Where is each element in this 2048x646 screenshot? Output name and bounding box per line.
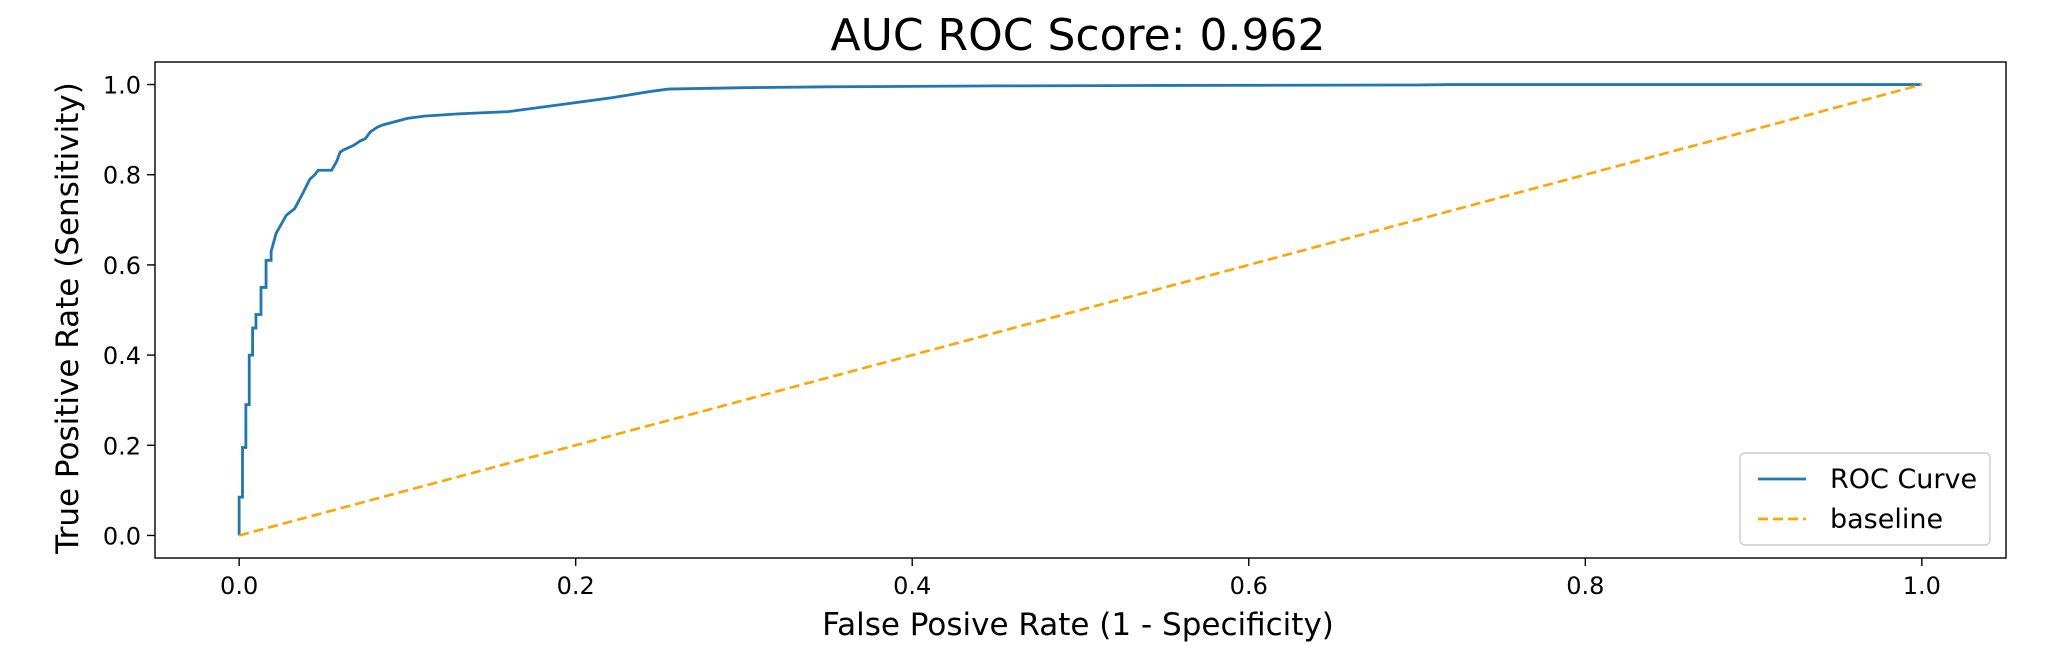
y-tick-label: 0.4 [103, 342, 141, 370]
legend-label: ROC Curve [1830, 464, 1977, 495]
y-tick-label: 0.6 [103, 252, 141, 280]
x-tick-label: 0.6 [1230, 572, 1268, 600]
x-axis-label: False Posive Rate (1 - Specificity) [822, 607, 1334, 643]
y-tick-label: 0.2 [103, 432, 141, 460]
x-tick-label: 0.0 [220, 572, 258, 600]
x-tick-label: 0.4 [893, 572, 931, 600]
y-tick-label: 1.0 [103, 72, 141, 100]
x-tick-label: 0.8 [1566, 572, 1604, 600]
y-axis-label: True Positive Rate (Sensitivity) [50, 82, 86, 555]
y-tick-label: 0.0 [103, 522, 141, 550]
baseline-line [238, 83, 1923, 537]
legend: ROC Curve baseline [1739, 452, 1991, 546]
x-tick-label: 0.2 [557, 572, 595, 600]
plot-frame [154, 61, 2007, 559]
roc-curve-line [237, 83, 1922, 536]
plot-area: 0.0 0.2 0.4 0.6 0.8 1.0 0.0 0.2 0.4 0.6 0.8 1.0 ROC … [103, 61, 2007, 600]
legend-box [1739, 452, 1991, 546]
chart-title: AUC ROC Score: 0.962 [831, 10, 1326, 61]
y-tick-label: 0.8 [103, 162, 141, 190]
legend-label: baseline [1830, 504, 1943, 535]
x-tick-label: 1.0 [1903, 572, 1941, 600]
